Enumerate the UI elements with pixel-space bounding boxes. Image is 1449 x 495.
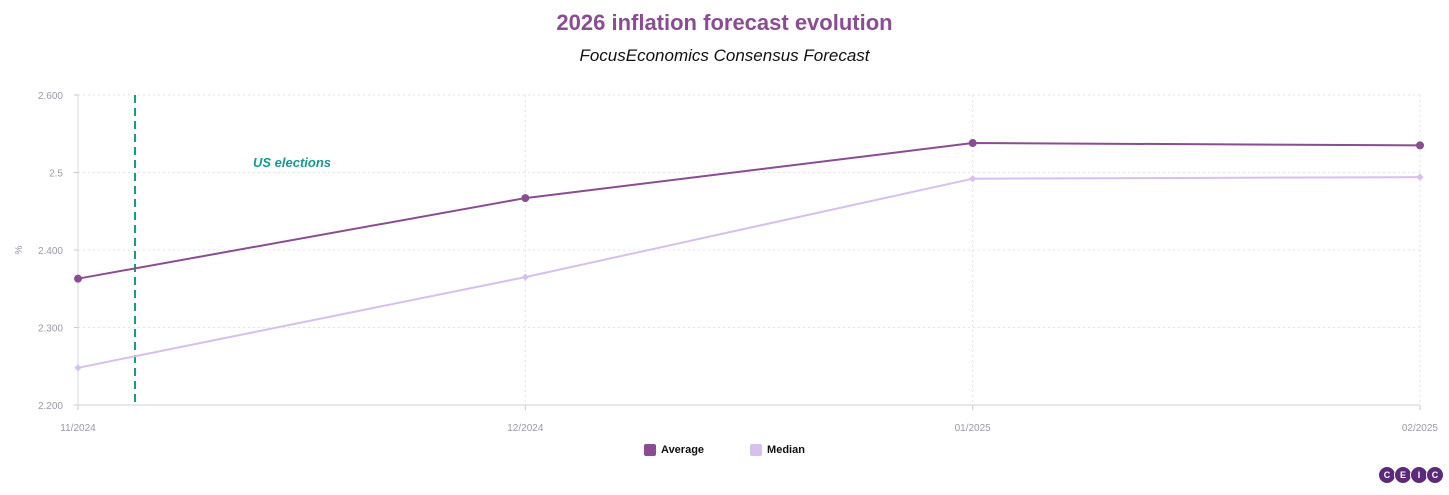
line-chart: 2.200 2.300 2.400 2.5 2.600 11/2024 12/2024 01… (14, 91, 1438, 434)
x-tick-label: 11/2024 (60, 423, 96, 434)
y-tick-label: 2.200 (38, 401, 63, 412)
data-point-average (1416, 141, 1424, 150)
ceic-logo: C E I C (1378, 466, 1444, 484)
data-point-median (969, 175, 977, 183)
legend-swatch-average (644, 444, 657, 456)
legend: Average Median (0, 444, 1449, 456)
y-tick-label: 2.600 (38, 91, 63, 102)
x-tick-label: 01/2025 (955, 423, 992, 434)
legend-label-average: Average (661, 444, 705, 456)
legend-label-median: Median (767, 444, 805, 456)
chart-subtitle: FocusEconomics Consensus Forecast (579, 46, 870, 65)
x-tick-label: 02/2025 (1402, 423, 1439, 434)
data-point-median (521, 273, 529, 281)
chart-title: 2026 inflation forecast evolution (556, 10, 893, 35)
y-tick-label: 2.300 (38, 324, 63, 335)
legend-item-median[interactable]: Median (750, 444, 805, 456)
legend-swatch-median (750, 444, 763, 456)
data-point-average (74, 274, 82, 283)
y-axis-label: % (14, 245, 25, 254)
us-elections-annotation: US elections (253, 155, 331, 170)
logo-letter-c2: C (1426, 466, 1444, 484)
series-group (74, 139, 1424, 372)
y-tick-labels: 2.200 2.300 2.400 2.5 2.600 (38, 91, 63, 412)
x-tick-label: 12/2024 (507, 423, 544, 434)
data-point-average (968, 139, 977, 148)
series-line-median (77, 176, 1421, 369)
data-point-median (74, 364, 82, 372)
data-point-average (521, 194, 530, 203)
legend-item-average[interactable]: Average (644, 444, 704, 456)
series-line-average (77, 142, 1421, 280)
y-tick-label: 2.400 (38, 246, 63, 257)
y-tick-label: 2.5 (49, 169, 63, 180)
logo-letter-c1: C (1378, 466, 1396, 484)
grid-lines (74, 94, 1421, 410)
data-point-median (1416, 173, 1424, 181)
axes (77, 95, 1420, 406)
x-tick-labels: 11/2024 12/2024 01/2025 02/2025 (60, 423, 1438, 434)
